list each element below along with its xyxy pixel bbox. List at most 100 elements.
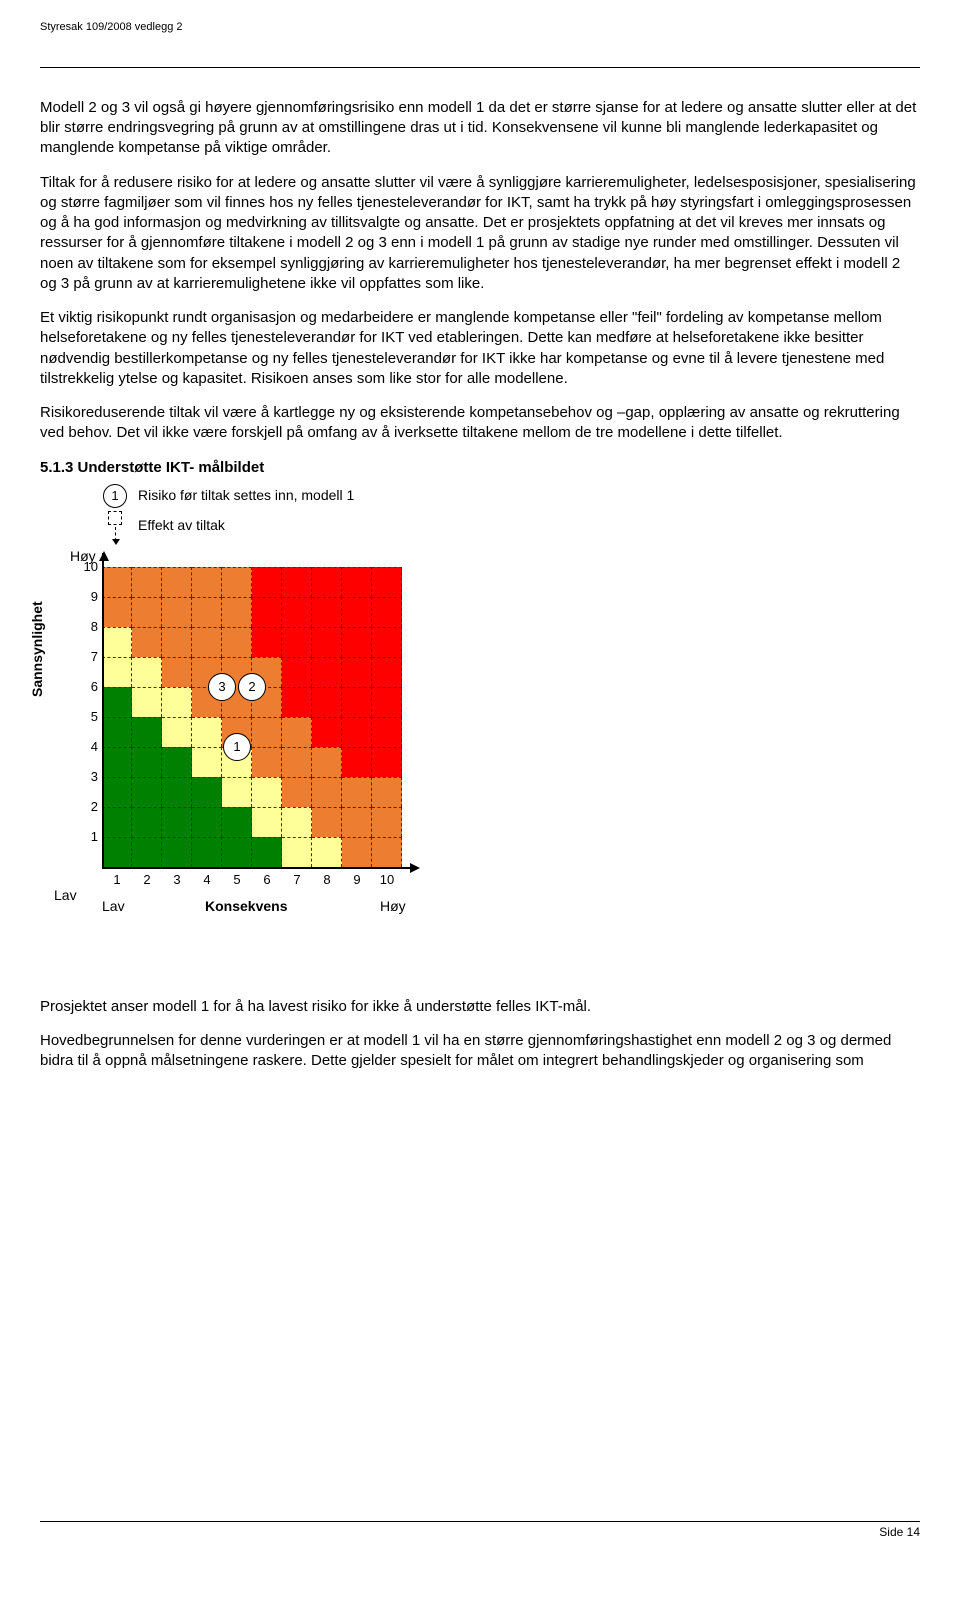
matrix-cell (342, 627, 372, 657)
paragraph-4: Risikoreduserende tiltak vil være å kart… (40, 403, 920, 444)
matrix-cell (132, 837, 162, 867)
matrix-cell (312, 627, 342, 657)
marker-1: 1 (223, 733, 251, 761)
matrix-cell (342, 717, 372, 747)
matrix-cell (312, 777, 342, 807)
matrix-cell (282, 777, 312, 807)
matrix-cell (342, 657, 372, 687)
matrix-cell (312, 747, 342, 777)
matrix-cell (222, 567, 252, 597)
matrix-cell (132, 747, 162, 777)
matrix-cell (222, 597, 252, 627)
matrix-cell (312, 597, 342, 627)
matrix-cell (192, 627, 222, 657)
matrix-cell (342, 687, 372, 717)
matrix-grid (102, 567, 402, 867)
matrix-cell (282, 837, 312, 867)
header-rule (40, 67, 920, 68)
matrix-cell (102, 807, 132, 837)
matrix-cell (312, 717, 342, 747)
matrix-cell (372, 777, 402, 807)
matrix-cell (372, 837, 402, 867)
legend-circle-1: 1 (103, 484, 127, 508)
matrix-cell (222, 627, 252, 657)
matrix-cell (312, 657, 342, 687)
matrix-cell (282, 747, 312, 777)
matrix-cell (162, 627, 192, 657)
x-axis-line (102, 867, 418, 869)
matrix-cell (312, 837, 342, 867)
matrix-cell (282, 567, 312, 597)
matrix-cell (252, 837, 282, 867)
matrix-cell (102, 717, 132, 747)
matrix-cell (102, 777, 132, 807)
matrix-cell (372, 807, 402, 837)
paragraph-6: Hovedbegrunnelsen for denne vurderingen … (40, 1031, 920, 1072)
paragraph-3: Et viktig risikopunkt rundt organisasjon… (40, 308, 920, 389)
legend-text-1: Risiko før tiltak settes inn, modell 1 (138, 486, 354, 505)
marker-2: 2 (238, 673, 266, 701)
matrix-cell (102, 687, 132, 717)
matrix-cell (132, 777, 162, 807)
matrix-cell (312, 687, 342, 717)
matrix-cell (282, 597, 312, 627)
matrix-cell (162, 747, 192, 777)
matrix-cell (132, 717, 162, 747)
matrix-cell (372, 627, 402, 657)
matrix-cell (252, 627, 282, 657)
risk-matrix-chart: Høy Sannsynlighet 10 9 8 7 6 5 4 3 2 1 3… (40, 547, 920, 947)
matrix-cell (102, 627, 132, 657)
y-ticks: 10 9 8 7 6 5 4 3 2 1 (82, 567, 98, 867)
matrix-cell (252, 777, 282, 807)
legend-text-2: Effekt av tiltak (138, 516, 225, 535)
matrix-cell (282, 627, 312, 657)
matrix-cell (222, 807, 252, 837)
matrix-cell (102, 747, 132, 777)
matrix-cell (342, 747, 372, 777)
matrix-cell (102, 657, 132, 687)
matrix-cell (162, 657, 192, 687)
matrix-cell (372, 687, 402, 717)
matrix-cell (192, 567, 222, 597)
matrix-cell (162, 567, 192, 597)
matrix-cell (312, 807, 342, 837)
matrix-cell (132, 627, 162, 657)
paragraph-5: Prosjektet anser modell 1 for å ha laves… (40, 997, 920, 1017)
dashed-arrow-icon (108, 511, 122, 525)
matrix-cell (372, 747, 402, 777)
x-axis-title: Konsekvens (205, 897, 287, 916)
matrix-cell (192, 747, 222, 777)
matrix-cell (342, 567, 372, 597)
matrix-cell (372, 717, 402, 747)
matrix-cell (132, 597, 162, 627)
marker-3: 3 (208, 673, 236, 701)
matrix-cell (312, 567, 342, 597)
matrix-cell (342, 837, 372, 867)
matrix-cell (162, 687, 192, 717)
matrix-cell (192, 777, 222, 807)
matrix-cell (132, 657, 162, 687)
matrix-cell (282, 717, 312, 747)
legend-row-2: Effekt av tiltak (100, 511, 920, 541)
matrix-cell (192, 717, 222, 747)
matrix-cell (192, 807, 222, 837)
paragraph-2: Tiltak for å redusere risiko for at lede… (40, 173, 920, 295)
matrix-cell (252, 807, 282, 837)
matrix-cell (162, 807, 192, 837)
y-axis-line (102, 553, 104, 869)
matrix-cell (102, 597, 132, 627)
matrix-cell (282, 657, 312, 687)
matrix-cell (342, 807, 372, 837)
matrix-cell (342, 597, 372, 627)
matrix-cell (222, 837, 252, 867)
matrix-cell (372, 567, 402, 597)
matrix-cell (252, 717, 282, 747)
matrix-cell (162, 837, 192, 867)
y-axis-title: Sannsynlighet (28, 601, 47, 697)
matrix-cell (132, 567, 162, 597)
section-title: 5.1.3 Understøtte IKT- målbildet (40, 458, 920, 478)
legend-row-1: 1 Risiko før tiltak settes inn, modell 1 (100, 484, 920, 508)
matrix-cell (162, 597, 192, 627)
matrix-cell (342, 777, 372, 807)
matrix-cell (162, 717, 192, 747)
